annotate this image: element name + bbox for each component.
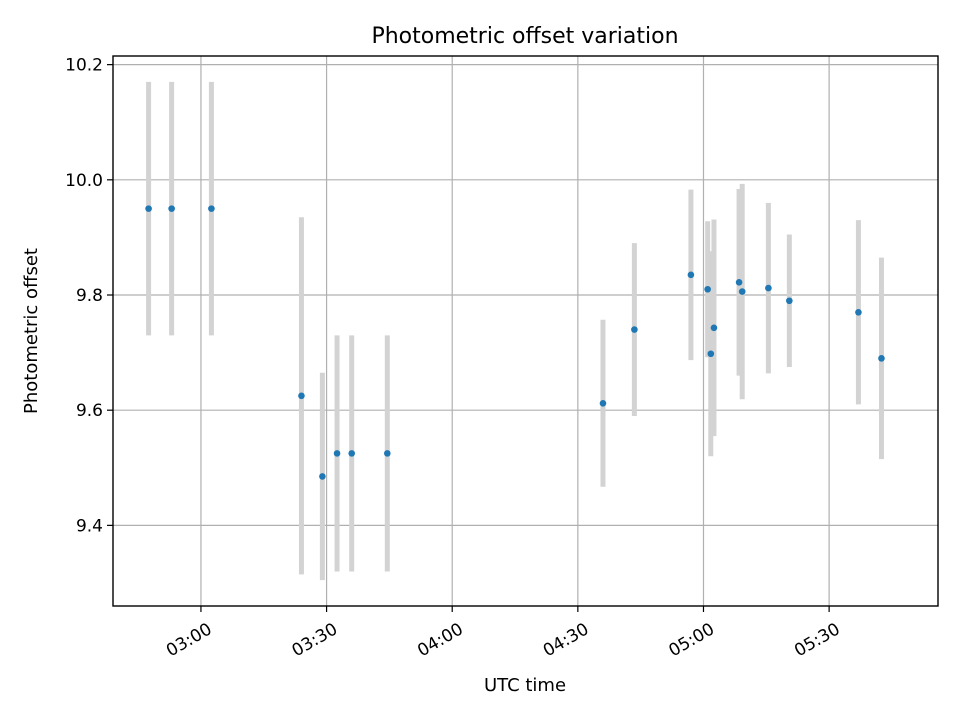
x-axis-label: UTC time	[484, 675, 566, 696]
data-point	[298, 392, 305, 400]
data-point	[599, 399, 607, 407]
error-bars	[146, 81, 884, 581]
data-points	[145, 205, 885, 480]
data-point	[348, 450, 356, 457]
y-tick-label: 9.6	[76, 401, 103, 421]
data-point	[208, 205, 215, 212]
x-tick-label: 03:30	[289, 619, 341, 661]
data-point	[384, 450, 391, 457]
data-point	[707, 350, 715, 358]
data-point	[710, 324, 718, 332]
y-tick-label: 9.4	[76, 516, 103, 536]
x-tick-label: 03:00	[163, 619, 215, 661]
data-point	[738, 288, 746, 295]
x-tick-label: 05:30	[791, 619, 843, 661]
data-point	[855, 308, 862, 316]
data-point	[704, 285, 711, 293]
data-point	[333, 450, 341, 457]
plot-frame	[112, 55, 939, 607]
x-tick-label: 05:00	[666, 619, 718, 661]
data-point	[319, 473, 326, 480]
data-point	[878, 355, 885, 362]
x-tick-label: 04:30	[540, 619, 592, 661]
data-point	[786, 297, 793, 305]
y-tick-label: 10.0	[65, 171, 103, 191]
data-point	[145, 205, 152, 212]
data-point	[735, 279, 743, 286]
x-axis: 03:00 03:30 04:00 04:30 05:00 05:30	[163, 606, 844, 661]
x-tick-label: 04:00	[414, 619, 466, 661]
y-axis-label: Photometric offset	[21, 248, 42, 414]
data-point	[687, 271, 695, 279]
chart-title: Photometric offset variation	[371, 24, 678, 49]
data-point	[631, 326, 638, 333]
y-tick-label: 10.2	[65, 56, 103, 76]
y-tick-label: 9.8	[76, 286, 103, 306]
grid	[113, 56, 938, 606]
y-axis: 9.4 9.6 9.8 10.0 10.2	[65, 56, 113, 536]
data-point	[765, 284, 772, 292]
data-point	[168, 205, 175, 212]
